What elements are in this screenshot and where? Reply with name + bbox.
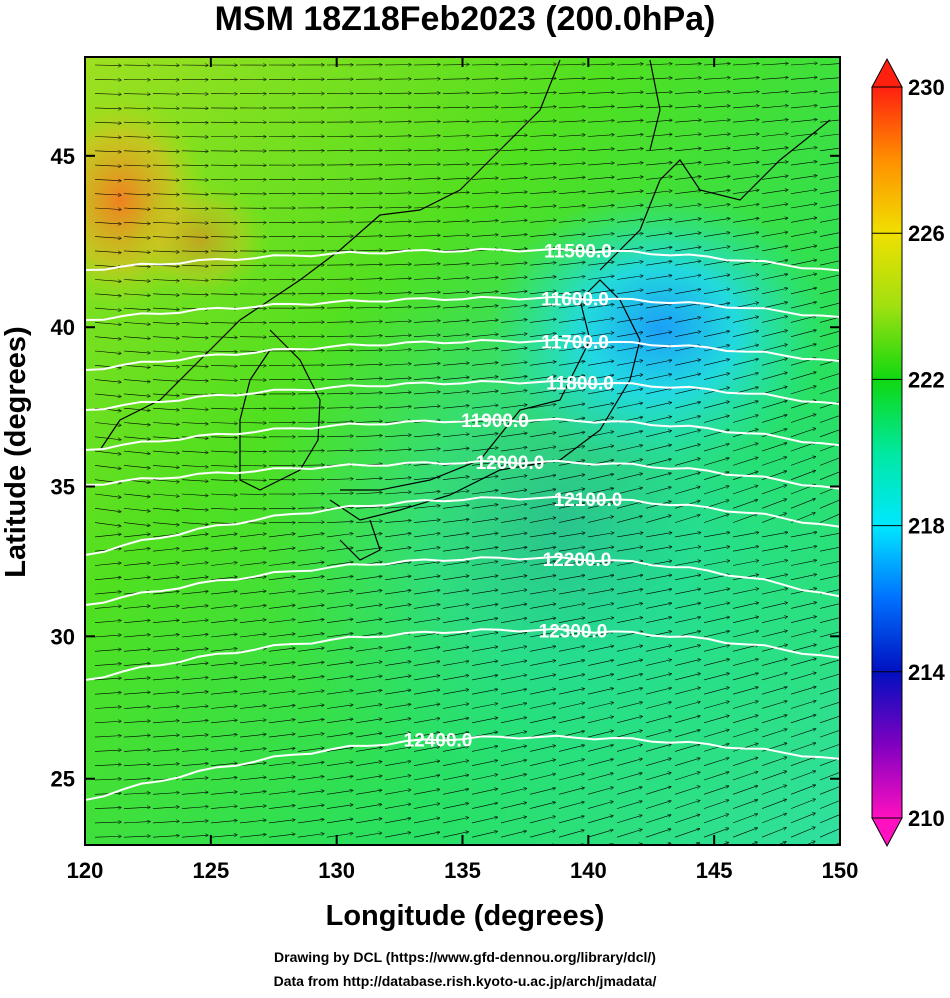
contour-label: 11800.0 <box>546 374 614 395</box>
x-tick-label: 125 <box>192 858 229 883</box>
colorbar <box>872 87 902 818</box>
x-tick-label: 135 <box>444 858 481 883</box>
colorbar-tick-label: 222 <box>908 367 945 392</box>
y-tick-label: 45 <box>51 144 75 169</box>
wind-arrow <box>385 847 411 852</box>
colorbar-tick-label: 210 <box>908 806 945 831</box>
contour-label: 12000.0 <box>476 453 545 474</box>
wind-arrow <box>153 850 179 852</box>
wind-arrow <box>124 850 150 851</box>
wind-arrow <box>356 847 382 851</box>
wind-arrow <box>443 846 468 852</box>
contour-label: 11700.0 <box>541 332 609 353</box>
contour-label: 12300.0 <box>539 622 608 643</box>
wind-arrow <box>414 846 439 851</box>
x-tick-label: 130 <box>318 858 355 883</box>
colorbar-tick-label: 226 <box>908 221 945 246</box>
credit-line: Drawing by DCL (https://www.gfd-dennou.o… <box>274 949 656 965</box>
colorbar-extend <box>872 59 902 87</box>
contour-label: 11900.0 <box>461 411 529 432</box>
contour-label: 11500.0 <box>544 242 612 263</box>
x-tick-label: 150 <box>822 858 859 883</box>
y-tick-label: 35 <box>51 475 75 500</box>
wind-arrow <box>269 848 295 851</box>
colorbar-tick-label: 218 <box>908 514 945 539</box>
credit-line: Data from http://database.rish.kyoto-u.a… <box>274 973 657 989</box>
colorbar-tick-label: 214 <box>908 660 945 685</box>
wind-arrow <box>472 846 497 852</box>
contour-label: 12200.0 <box>543 550 612 571</box>
y-tick-label: 30 <box>51 624 75 649</box>
contour-label: 12100.0 <box>554 490 623 511</box>
colorbar-extend <box>872 818 902 846</box>
wind-arrow <box>298 848 324 852</box>
x-axis-label: Longitude (degrees) <box>326 900 605 932</box>
contour-label: 12400.0 <box>404 731 473 752</box>
wind-arrow <box>95 851 121 852</box>
y-tick-label: 40 <box>51 315 75 340</box>
wind-arrow <box>327 848 353 852</box>
x-tick-label: 120 <box>67 858 104 883</box>
wind-arrow <box>240 849 266 852</box>
colorbar-tick-label: 230 <box>908 75 945 100</box>
contour-label: 11600.0 <box>541 289 609 310</box>
wind-arrow <box>501 845 526 851</box>
x-tick-label: 145 <box>696 858 733 883</box>
chart-title: MSM 18Z18Feb2023 (200.0hPa) <box>215 0 716 38</box>
x-tick-label: 140 <box>570 858 607 883</box>
warm-region <box>130 180 270 300</box>
y-tick-label: 25 <box>51 767 75 792</box>
wind-arrow <box>211 849 237 851</box>
y-axis-label: Latitude (degrees) <box>0 326 32 577</box>
wind-arrow <box>182 850 208 852</box>
plot-area: 11500.0 11600.0 11700.0 11800.0 11900.0 12000… <box>30 57 860 852</box>
